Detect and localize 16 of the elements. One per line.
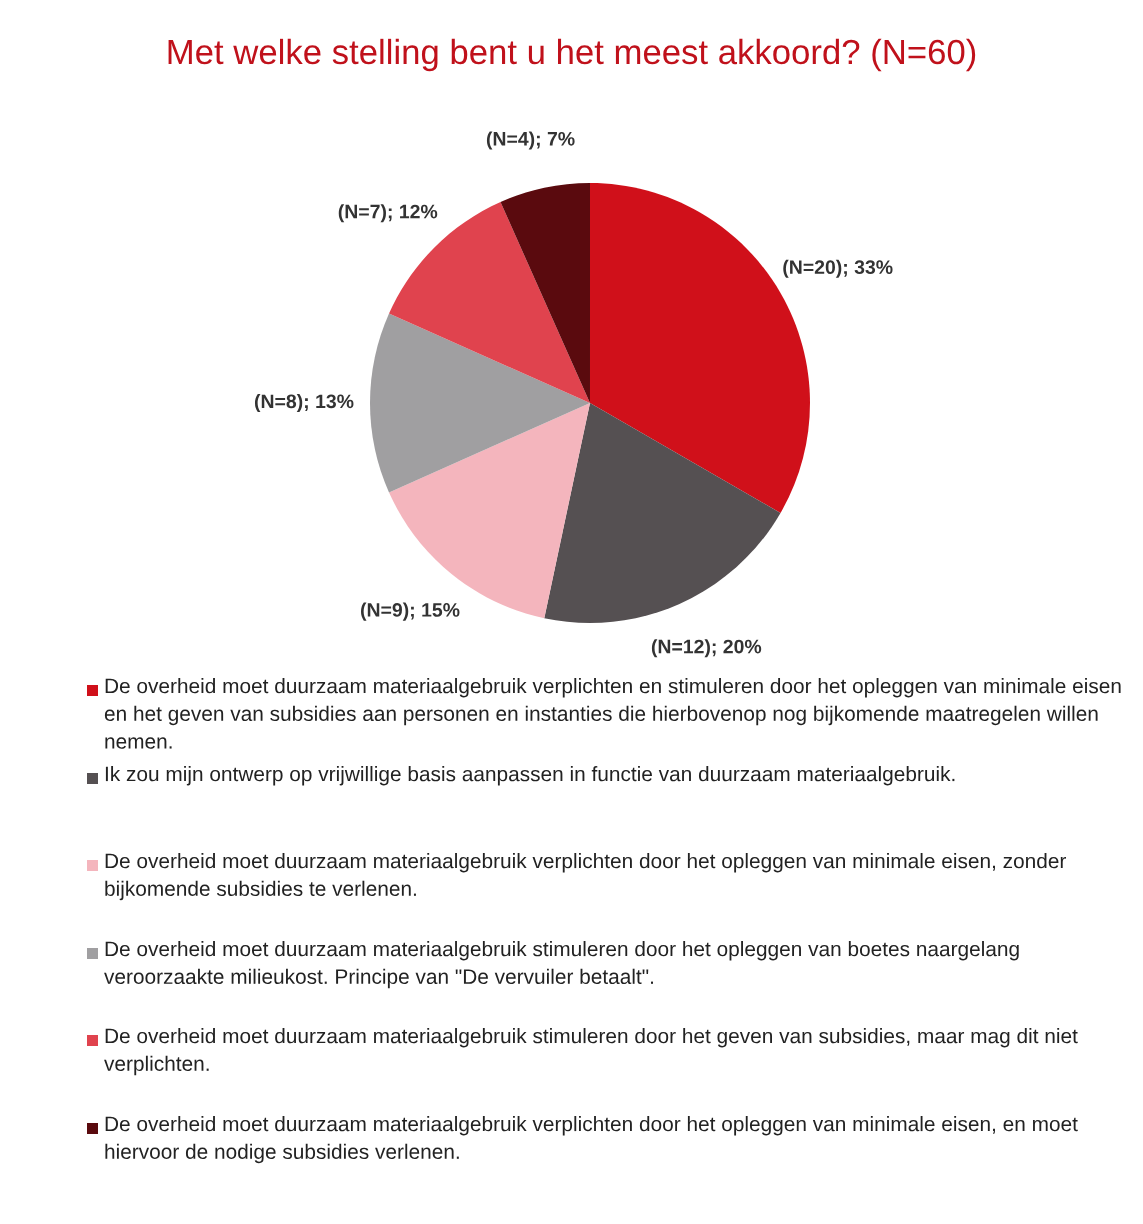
legend-label: De overheid moet duurzaam materiaalgebruik verplichten door het opleggen van minimale eisen, zonder bijkomende subsidies te verlenen.	[105, 853, 1067, 901]
data-label: (N=20); 33%	[783, 259, 893, 278]
data-label: (N=4); 7%	[486, 131, 575, 150]
pie-slice	[500, 183, 590, 403]
data-label: (N=8); 13%	[254, 393, 354, 413]
legend-label: De overheid moet duurzaam materiaalgebruik stimuleren door het geven van subsidies, maar mag dit niet verplichten.	[104, 1028, 1078, 1076]
legend-label: De overheid moet duurzaam materiaalgebruik verplichten door het opleggen van minimale eisen, en moet hiervoor de nodige subsidies verlenen.	[105, 1116, 1078, 1164]
data-label: (N=12); 20%	[651, 639, 762, 658]
data-label: (N=7); 12%	[338, 204, 438, 223]
data-label: (N=9); 15%	[361, 602, 460, 621]
legend-label: De overheid moet duurzaam materiaalgebruik stimuleren door het opleggen van boetes naargelang veroorzaakte milieukost. Principe van "De vervuiler betaalt".	[104, 941, 1019, 989]
legend-label: Ik zou mijn ontwerp op vrijwillige basis aanpassen in functie van duurzaam materiaalgebruik.	[105, 766, 955, 786]
pie-slice	[370, 313, 590, 493]
chart-title: Met welke stelling bent u het meest akkoord? (N=60)	[168, 38, 976, 72]
pie-slice	[544, 403, 781, 623]
legend-label: De overheid moet duurzaam materiaalgebruik verplichten en stimuleren door het opleggen van minimale eisen en het geven van subsidies aan personen en instanties die hierbovenop nog bijkomende maatregelen willen nemen.	[104, 678, 1121, 749]
